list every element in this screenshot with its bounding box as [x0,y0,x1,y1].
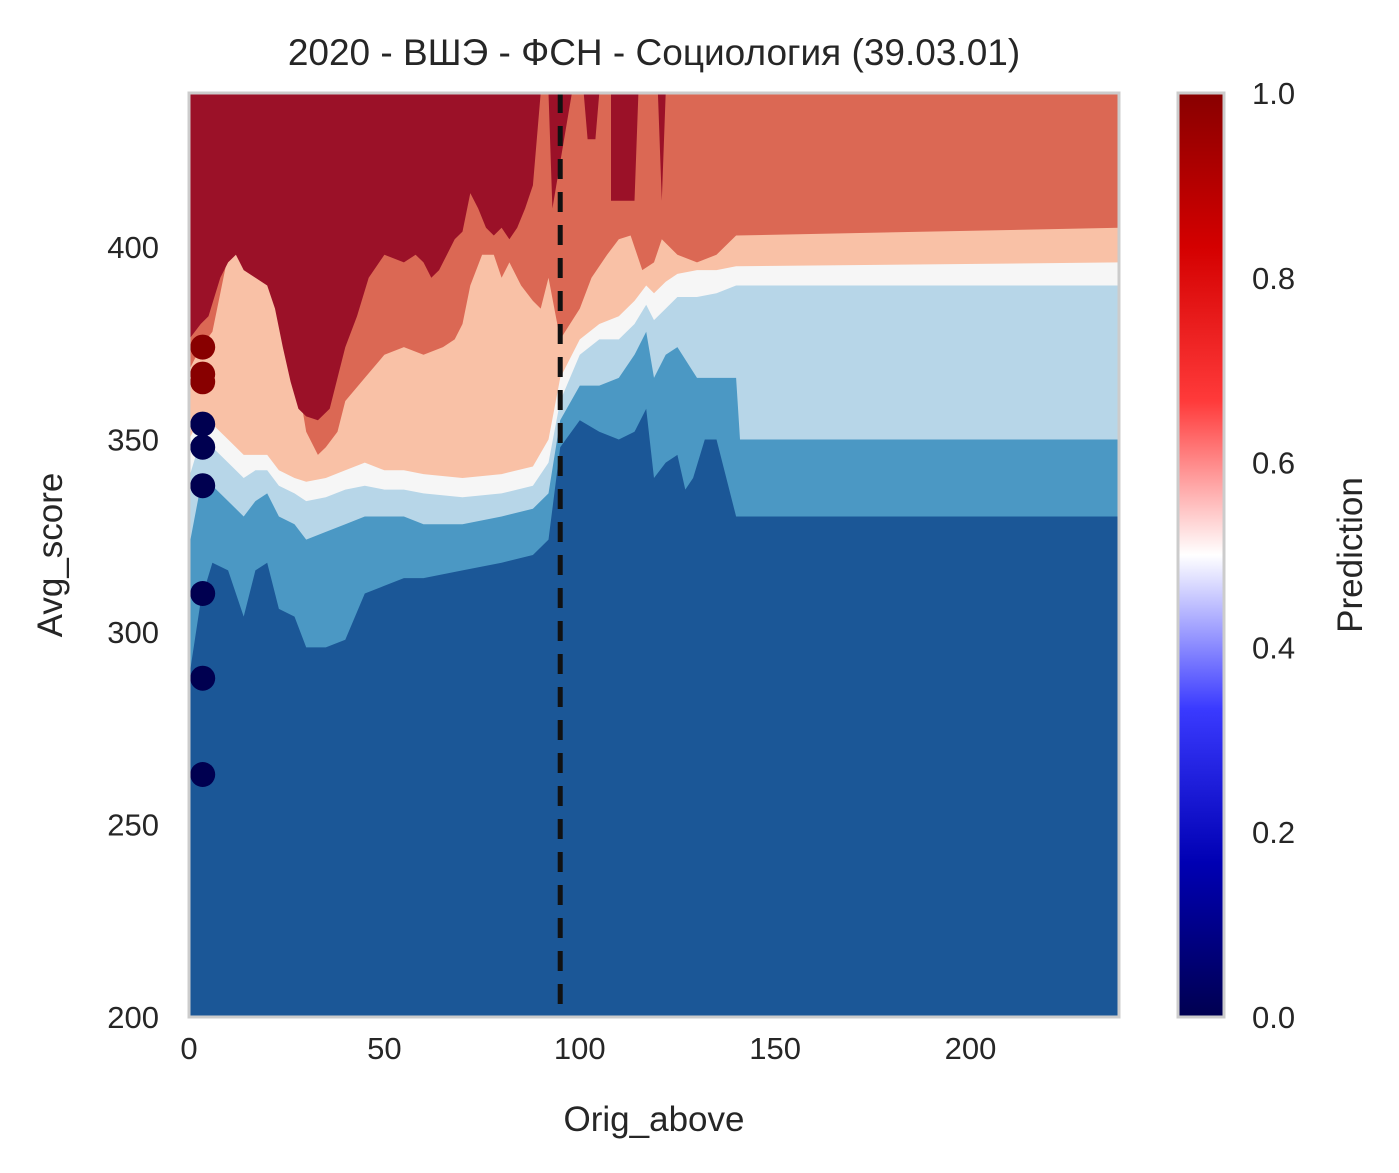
x-axis-label: Orig_above [564,1100,745,1139]
chart-title: 2020 - ВШЭ - ФСН - Социология (39.03.01) [288,32,1020,73]
colorbar-tick-label: 0.4 [1252,630,1295,665]
colorbar-tick-label: 0.2 [1252,815,1295,850]
colorbar-tick-label: 0.8 [1252,261,1295,296]
x-axis-ticks: 0 50 100 150 200 [180,1031,996,1066]
data-point-7 [190,665,216,691]
data-point-6 [190,581,216,606]
contour-level-6 [189,93,666,421]
colorbar-label: Prediction [1331,477,1370,633]
y-axis-ticks: 200 250 300 350 400 [107,230,159,1035]
colorbar-tick-label: 1.0 [1252,76,1295,111]
colorbar-ticks: 0.0 0.2 0.4 0.6 0.8 1.0 [1252,76,1295,1035]
y-tick-label: 250 [107,808,159,843]
y-tick-label: 350 [107,423,159,458]
data-point-8 [190,762,216,787]
colorbar: 0.0 0.2 0.4 0.6 0.8 1.0 Prediction [1176,76,1370,1035]
x-tick-label: 150 [749,1031,801,1066]
x-tick-label: 0 [180,1031,197,1066]
y-tick-label: 300 [107,615,159,650]
colorbar-tick-label: 0.6 [1252,446,1295,481]
plot-area [189,93,1119,1017]
colorbar-gradient [1176,91,1226,1019]
x-tick-label: 50 [367,1031,401,1066]
data-point-2 [190,369,216,395]
data-point-3 [190,411,216,437]
y-tick-label: 400 [107,230,159,265]
data-point-4 [190,434,216,460]
y-axis-label: Avg_score [31,473,70,638]
points-layer [190,334,216,787]
contour-layer [189,93,1119,1017]
plot-frame [187,91,1121,1019]
data-point-0 [190,334,216,360]
x-tick-label: 100 [554,1031,606,1066]
colorbar-tick-label: 0.0 [1252,1000,1295,1035]
x-tick-label: 200 [945,1031,997,1066]
data-point-5 [190,473,216,499]
y-tick-label: 200 [107,1000,159,1035]
